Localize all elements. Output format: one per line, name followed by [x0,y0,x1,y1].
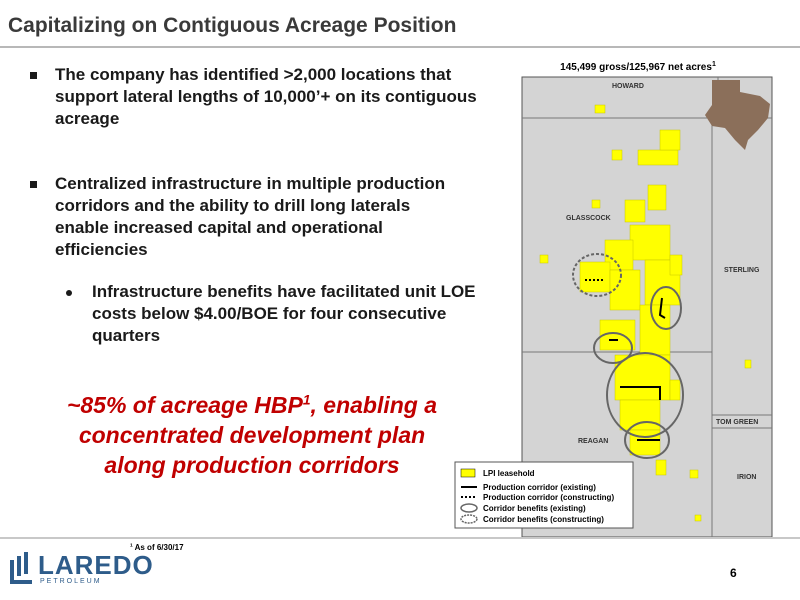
texas-inset [705,80,770,150]
county-label: REAGAN [578,438,608,445]
map-caption-sup: 1 [712,61,716,68]
bullet-marker [30,72,37,79]
footnote-sup: 1 [130,543,133,549]
map-caption-text: 145,499 gross/125,967 net acres [560,62,712,73]
sub-bullet-marker [66,290,72,296]
callout-sup: 1 [302,392,311,408]
county-label: GLASSCOCK [566,215,611,222]
production-corridors [585,279,666,441]
bullet-marker [30,181,37,188]
legend-label: Corridor benefits (existing) [483,504,586,513]
legend-label: Corridor benefits (constructing) [483,515,604,524]
leasehold [539,104,752,522]
county-label: TOM GREEN [716,419,758,426]
county-label: STERLING [724,267,760,274]
legend-swatch [460,514,478,524]
title-rule [0,46,800,48]
callout-text: ~85% of acreage HBP [66,392,303,418]
bullet-text: The company has identified >2,000 locati… [55,65,477,128]
legend-swatch [460,503,478,513]
footnote: 1 As of 6/30/17 [130,543,184,552]
callout-text: , enabling a concentrated development pl… [78,392,438,478]
page-number: 6 [730,566,737,580]
legend-box [454,461,634,529]
footer-rule [0,537,800,539]
logo-sub: PETROLEUM [40,578,102,585]
logo-mark [10,552,32,584]
callout: ~85% of acreage HBP1, enabling a concent… [62,390,442,480]
slide-title: Capitalizing on Contiguous Acreage Posit… [8,14,457,37]
legend-label: LPI leasehold [483,469,535,478]
logo-name: LAREDO [38,550,154,580]
legend-swatch [460,468,476,478]
county-label: IRION [737,474,756,481]
legend-label: Production corridor (existing) [483,483,596,492]
legend-label: Production corridor (constructing) [483,493,614,502]
footnote-text: As of 6/30/17 [134,543,184,552]
corridor-benefits [572,253,684,459]
county-label: HOWARD [612,83,644,90]
bullet-text: Centralized infrastructure in multiple p… [55,174,446,259]
map-caption: 145,499 gross/125,967 net acres1 [560,61,716,73]
county-labels: HOWARD GLASSCOCK STERLING REAGAN TOM GRE… [566,83,760,481]
legend: LPI leasehold Production corridor (exist… [454,461,634,529]
sub-bullet-text: Infrastructure benefits have facilitated… [92,282,476,345]
